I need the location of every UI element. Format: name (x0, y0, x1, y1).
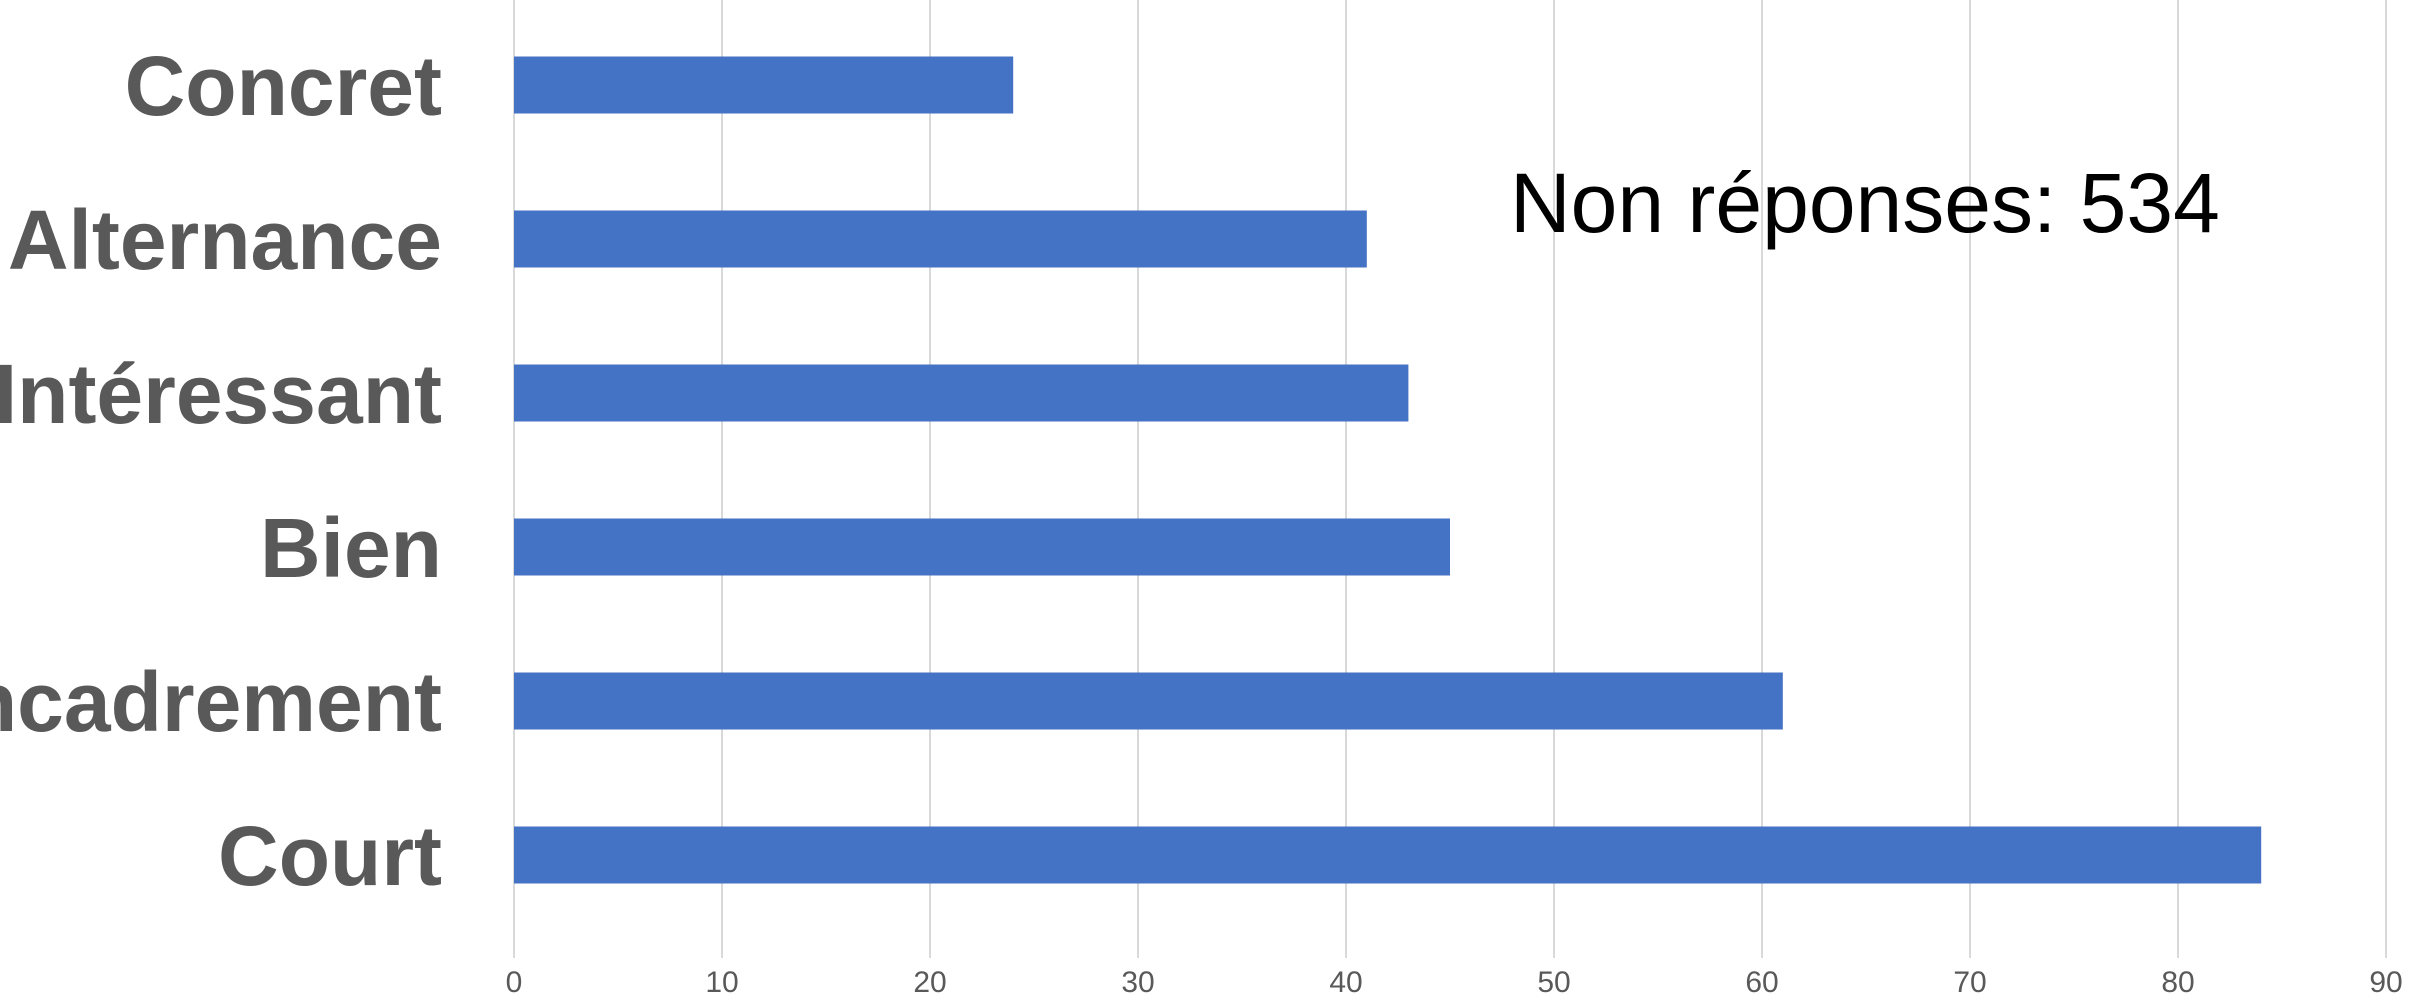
category-label: Encadrement (0, 655, 442, 749)
x-tick-label: 10 (705, 966, 738, 995)
x-tick-label: 40 (1329, 966, 1362, 995)
bar (514, 518, 1450, 576)
category-label: Concret (125, 39, 442, 133)
x-tick-label: 80 (2161, 966, 2194, 995)
x-tick-label: 20 (913, 966, 946, 995)
x-tick-label: 60 (1745, 966, 1778, 995)
bar (514, 826, 2262, 884)
x-tick-label: 30 (1121, 966, 1154, 995)
category-label: Bien (260, 501, 442, 595)
x-tick-label: 0 (506, 966, 523, 995)
x-tick-label: 50 (1537, 966, 1570, 995)
category-label: Alternance (8, 193, 442, 287)
category-label: Intéressant (0, 347, 442, 441)
x-tick-label: 70 (1953, 966, 1986, 995)
non-responses-annotation: Non réponses: 534 (1510, 156, 2220, 250)
x-tick-labels: 0 10 20 30 40 50 60 70 80 90 (506, 966, 2403, 995)
bar (514, 56, 1014, 114)
category-label: Court (218, 809, 442, 903)
bar (514, 210, 1367, 268)
gridlines (513, 0, 2387, 958)
bar (514, 364, 1409, 422)
x-tick-label: 90 (2369, 966, 2402, 995)
bar (514, 672, 1783, 730)
bars (514, 56, 2262, 884)
category-labels: Concret Alternance Intéressant Bien Encadrem… (0, 39, 442, 903)
